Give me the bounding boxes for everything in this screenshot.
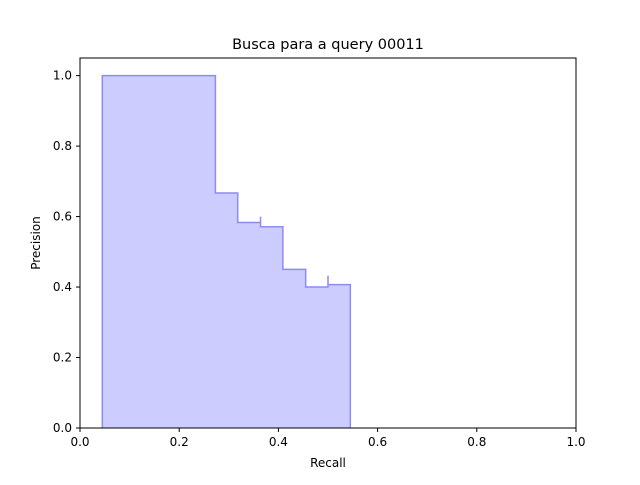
x-tick-label: 0.2 — [170, 435, 189, 449]
x-tick-label: 0.0 — [70, 435, 89, 449]
x-tick-label: 0.4 — [269, 435, 288, 449]
y-axis-label: Precision — [29, 216, 43, 270]
axes-frame — [79, 57, 577, 429]
y-tick-label: 1.0 — [53, 69, 72, 83]
x-tick-label: 1.0 — [566, 435, 585, 449]
plot-layer — [101, 74, 352, 428]
y-tick-label: 0.6 — [53, 210, 72, 224]
y-tick-label: 0.4 — [53, 280, 72, 294]
y-axis: 0.0 0.2 0.4 0.6 0.8 1.0 — [53, 69, 80, 435]
x-axis-label: Recall — [310, 456, 346, 470]
y-tick-label: 0.8 — [53, 139, 72, 153]
precision-step-line — [101, 74, 352, 428]
precision-area-fill — [102, 75, 351, 428]
x-axis: 0.0 0.2 0.4 0.6 0.8 1.0 — [70, 428, 586, 449]
chart-title: Busca para a query 00011 — [232, 37, 424, 53]
x-tick-label: 0.6 — [368, 435, 387, 449]
y-tick-label: 0.0 — [53, 421, 72, 435]
x-tick-label: 0.8 — [467, 435, 486, 449]
y-tick-label: 0.2 — [53, 351, 72, 365]
